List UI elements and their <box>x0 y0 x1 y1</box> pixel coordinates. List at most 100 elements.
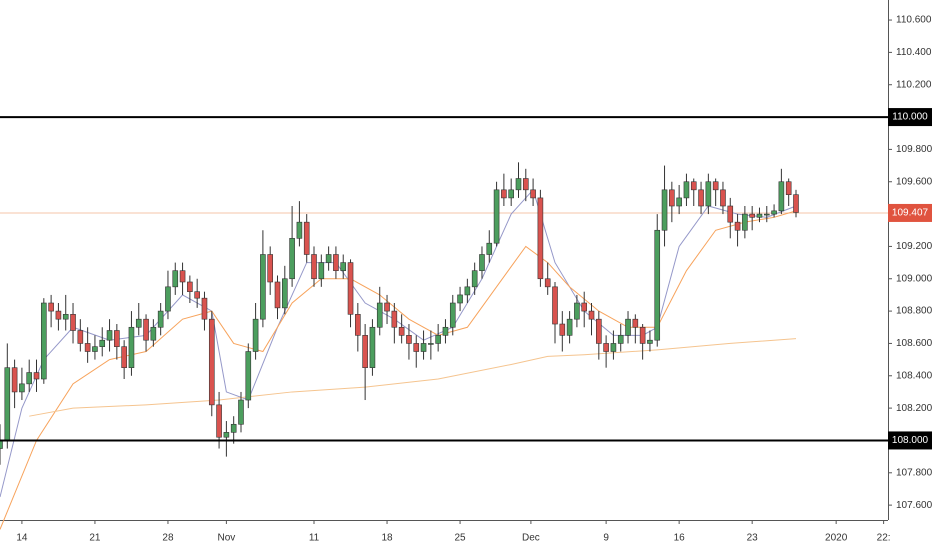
candle-body <box>384 302 390 312</box>
candle-body <box>19 383 25 393</box>
candle-body <box>720 189 726 207</box>
candle-body <box>172 270 179 288</box>
candle-body <box>135 318 142 328</box>
y-tick-label: 108.200 <box>896 403 932 414</box>
candle-body <box>201 297 208 320</box>
candle-body <box>742 213 748 231</box>
candle-body <box>537 197 544 280</box>
candle-body <box>187 281 193 292</box>
candle-body <box>238 399 244 425</box>
y-tick-label: 108.600 <box>896 338 932 349</box>
candle-body <box>508 189 514 199</box>
candle-body <box>435 335 441 344</box>
candle-body <box>763 213 770 216</box>
candle-body <box>464 286 471 296</box>
candle-body <box>4 367 11 441</box>
candle-body <box>771 210 777 215</box>
candle-body <box>26 372 33 385</box>
candle-body <box>420 343 427 352</box>
candle-body <box>376 302 383 328</box>
candle-body <box>501 189 507 199</box>
candle-body <box>522 178 529 191</box>
candle-body <box>661 189 668 231</box>
y-tick-label: 110.400 <box>896 47 932 58</box>
candle-body <box>194 291 200 299</box>
candle-body <box>676 197 682 207</box>
candle-body <box>355 314 361 336</box>
candle-body <box>303 221 310 255</box>
candle-body <box>690 181 697 191</box>
y-tick-label: 109.000 <box>896 273 932 284</box>
y-tick-label: 108.800 <box>896 306 932 317</box>
candle-body <box>683 181 690 199</box>
candle-body <box>632 318 639 328</box>
candle-body <box>282 278 288 309</box>
candle-body <box>610 343 617 352</box>
y-tick-label: 107.800 <box>896 467 932 478</box>
candle-body <box>340 262 347 271</box>
candle-body <box>55 310 62 320</box>
y-tick-label: 109.600 <box>896 176 932 187</box>
candle-body <box>260 254 266 320</box>
candle-body <box>406 335 412 344</box>
candle-body <box>179 270 186 283</box>
candle-body <box>106 330 113 341</box>
candle-body <box>347 262 354 315</box>
y-tick-label: 110.600 <box>896 15 932 26</box>
candle-body <box>712 181 719 191</box>
candle-body <box>530 189 536 199</box>
candle-body <box>84 343 91 352</box>
candle-body <box>588 310 595 320</box>
candle-body <box>325 254 332 263</box>
candle-body <box>639 326 646 344</box>
candle-body <box>479 254 485 271</box>
candle-body <box>785 181 792 195</box>
candle-body <box>223 432 230 438</box>
candle-body <box>654 229 661 341</box>
candle-body <box>369 326 376 368</box>
candle-body <box>449 302 456 328</box>
candle-body <box>48 302 54 312</box>
candle-body <box>734 221 741 231</box>
candle-body <box>413 343 420 352</box>
y-tick-label: 109.200 <box>896 241 932 252</box>
candle-body <box>77 330 84 344</box>
candle-body <box>362 335 368 368</box>
x-tick-label: 21 <box>89 533 101 544</box>
candle-body <box>442 326 449 336</box>
candle-body <box>603 343 609 352</box>
candle-body <box>625 318 631 336</box>
candle-body <box>208 318 215 406</box>
candle-body <box>70 314 76 331</box>
level-label-box <box>888 431 932 450</box>
candle-body <box>318 262 325 280</box>
level-label: 108.000 <box>892 435 929 446</box>
candle-body <box>793 194 799 213</box>
candle-body <box>274 281 281 309</box>
candle-body <box>756 213 763 218</box>
candle-body <box>245 351 252 401</box>
candle-body <box>62 314 69 320</box>
candle-body <box>727 205 734 223</box>
candle-body <box>114 330 120 347</box>
x-tick-label: 14 <box>16 533 28 544</box>
x-tick-label: 18 <box>381 533 393 544</box>
candle-body <box>311 254 317 280</box>
x-tick-label: 11 <box>309 533 320 544</box>
y-tick-label: 110.200 <box>896 79 932 90</box>
candle-body <box>165 286 171 312</box>
candle-body <box>698 189 704 207</box>
last-price-box <box>888 203 932 222</box>
level-label-box <box>888 108 932 127</box>
candle-body <box>486 242 493 255</box>
candle-body <box>749 213 755 218</box>
candle-body <box>0 440 3 449</box>
candle-body <box>92 346 98 352</box>
candle-body <box>267 254 273 283</box>
last-price-label: 109.407 <box>892 208 929 219</box>
level-label: 110.000 <box>892 112 928 123</box>
candle-body <box>41 302 47 380</box>
x-tick-label: 23 <box>747 533 759 544</box>
candle-body <box>289 238 295 280</box>
